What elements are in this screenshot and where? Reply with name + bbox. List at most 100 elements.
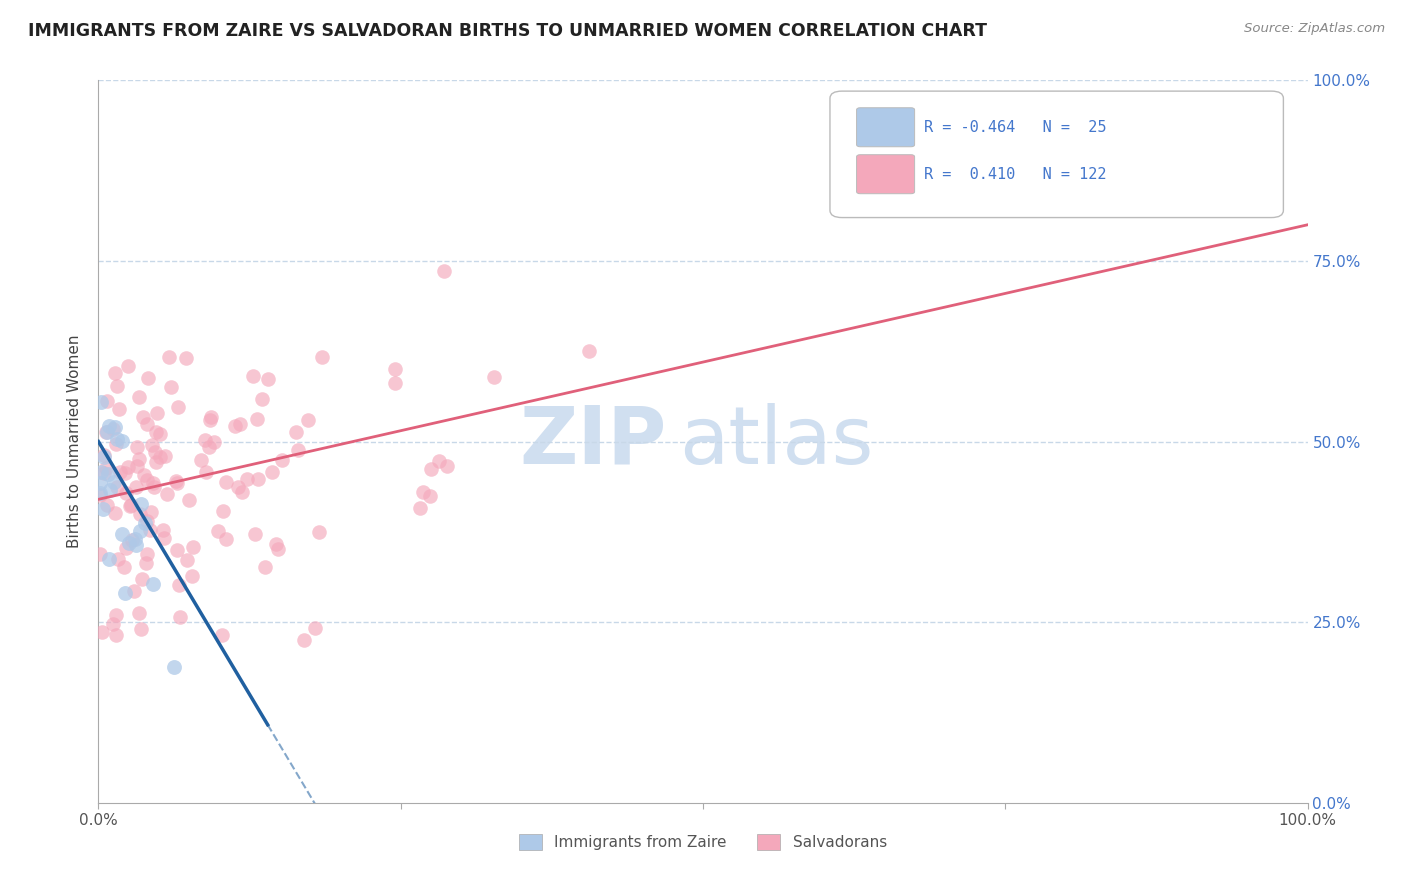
Point: [145, 406, 167, 420]
Point: [125, 440, 148, 454]
Point: [91, 501, 114, 516]
Point: [128, 390, 150, 404]
Point: [93, 450, 115, 465]
Point: [211, 628, 233, 642]
Point: [97, 467, 120, 482]
Point: [236, 472, 259, 486]
Point: [132, 467, 155, 482]
Point: [107, 401, 129, 416]
Point: [207, 524, 229, 539]
Point: [135, 557, 157, 571]
Point: [103, 475, 125, 490]
Point: [200, 413, 222, 427]
FancyBboxPatch shape: [856, 154, 915, 194]
Point: [242, 369, 264, 384]
Point: [115, 541, 138, 555]
Point: [195, 465, 218, 479]
Point: [419, 489, 441, 503]
Y-axis label: Births to Unmarried Women: Births to Unmarried Women: [67, 334, 83, 549]
Point: [135, 547, 157, 561]
Point: [104, 366, 127, 380]
Point: [129, 508, 152, 522]
Point: [167, 578, 190, 592]
Point: [287, 442, 309, 457]
Point: [142, 577, 165, 591]
Point: [115, 485, 138, 500]
Point: [125, 538, 148, 552]
Point: [194, 433, 217, 447]
Point: [89, 394, 111, 409]
Text: IMMIGRANTS FROM ZAIRE VS SALVADORAN BIRTHS TO UNMARRIED WOMEN CORRELATION CHART: IMMIGRANTS FROM ZAIRE VS SALVADORAN BIRT…: [28, 22, 987, 40]
Point: [136, 371, 159, 385]
Point: [578, 344, 600, 359]
Point: [118, 536, 141, 550]
Point: [214, 532, 236, 546]
Point: [128, 451, 150, 466]
Point: [98, 418, 121, 433]
Point: [105, 432, 128, 446]
Point: [96, 461, 118, 475]
Point: [420, 462, 443, 476]
Point: [181, 540, 204, 554]
Point: [226, 480, 249, 494]
Point: [169, 609, 191, 624]
Point: [105, 480, 128, 494]
Point: [129, 623, 152, 637]
Point: [104, 506, 127, 520]
Point: [155, 449, 177, 463]
Point: [114, 586, 136, 600]
Text: R = -0.464   N =  25: R = -0.464 N = 25: [924, 120, 1107, 135]
Point: [114, 560, 136, 574]
Point: [427, 454, 450, 468]
Point: [246, 412, 269, 426]
Point: [163, 660, 186, 674]
Point: [157, 350, 180, 364]
Point: [121, 533, 143, 548]
Point: [135, 417, 157, 431]
Point: [117, 459, 139, 474]
Point: [96, 498, 118, 512]
Point: [166, 476, 188, 491]
Point: [105, 379, 128, 393]
Point: [215, 475, 238, 489]
Point: [156, 487, 179, 501]
Point: [250, 392, 273, 406]
Point: [120, 498, 142, 512]
Point: [142, 476, 165, 491]
Point: [108, 465, 131, 479]
Point: [96, 425, 118, 439]
Point: [482, 370, 505, 384]
Point: [384, 362, 406, 376]
Point: [229, 417, 252, 432]
Point: [101, 617, 124, 632]
Point: [292, 633, 315, 648]
Point: [103, 422, 125, 436]
Point: [197, 441, 219, 455]
Point: [132, 410, 155, 425]
Point: [202, 434, 225, 449]
Point: [89, 475, 111, 490]
Point: [166, 542, 188, 557]
Point: [89, 548, 111, 562]
Point: [436, 459, 458, 474]
Point: [124, 480, 146, 494]
Point: [384, 376, 406, 390]
Point: [122, 584, 145, 599]
Point: [160, 380, 183, 394]
Point: [117, 359, 139, 373]
Point: [262, 465, 284, 479]
Point: [190, 453, 212, 467]
Point: [90, 625, 112, 640]
Point: [128, 606, 150, 620]
Point: [433, 264, 456, 278]
Point: [90, 465, 112, 479]
Point: [254, 560, 277, 574]
Point: [134, 516, 156, 531]
Point: [142, 480, 165, 494]
Point: [89, 488, 111, 502]
Point: [129, 524, 152, 538]
Point: [165, 474, 187, 488]
Legend: Immigrants from Zaire, Salvadorans: Immigrants from Zaire, Salvadorans: [513, 829, 893, 856]
Point: [104, 608, 127, 623]
Point: [179, 493, 201, 508]
